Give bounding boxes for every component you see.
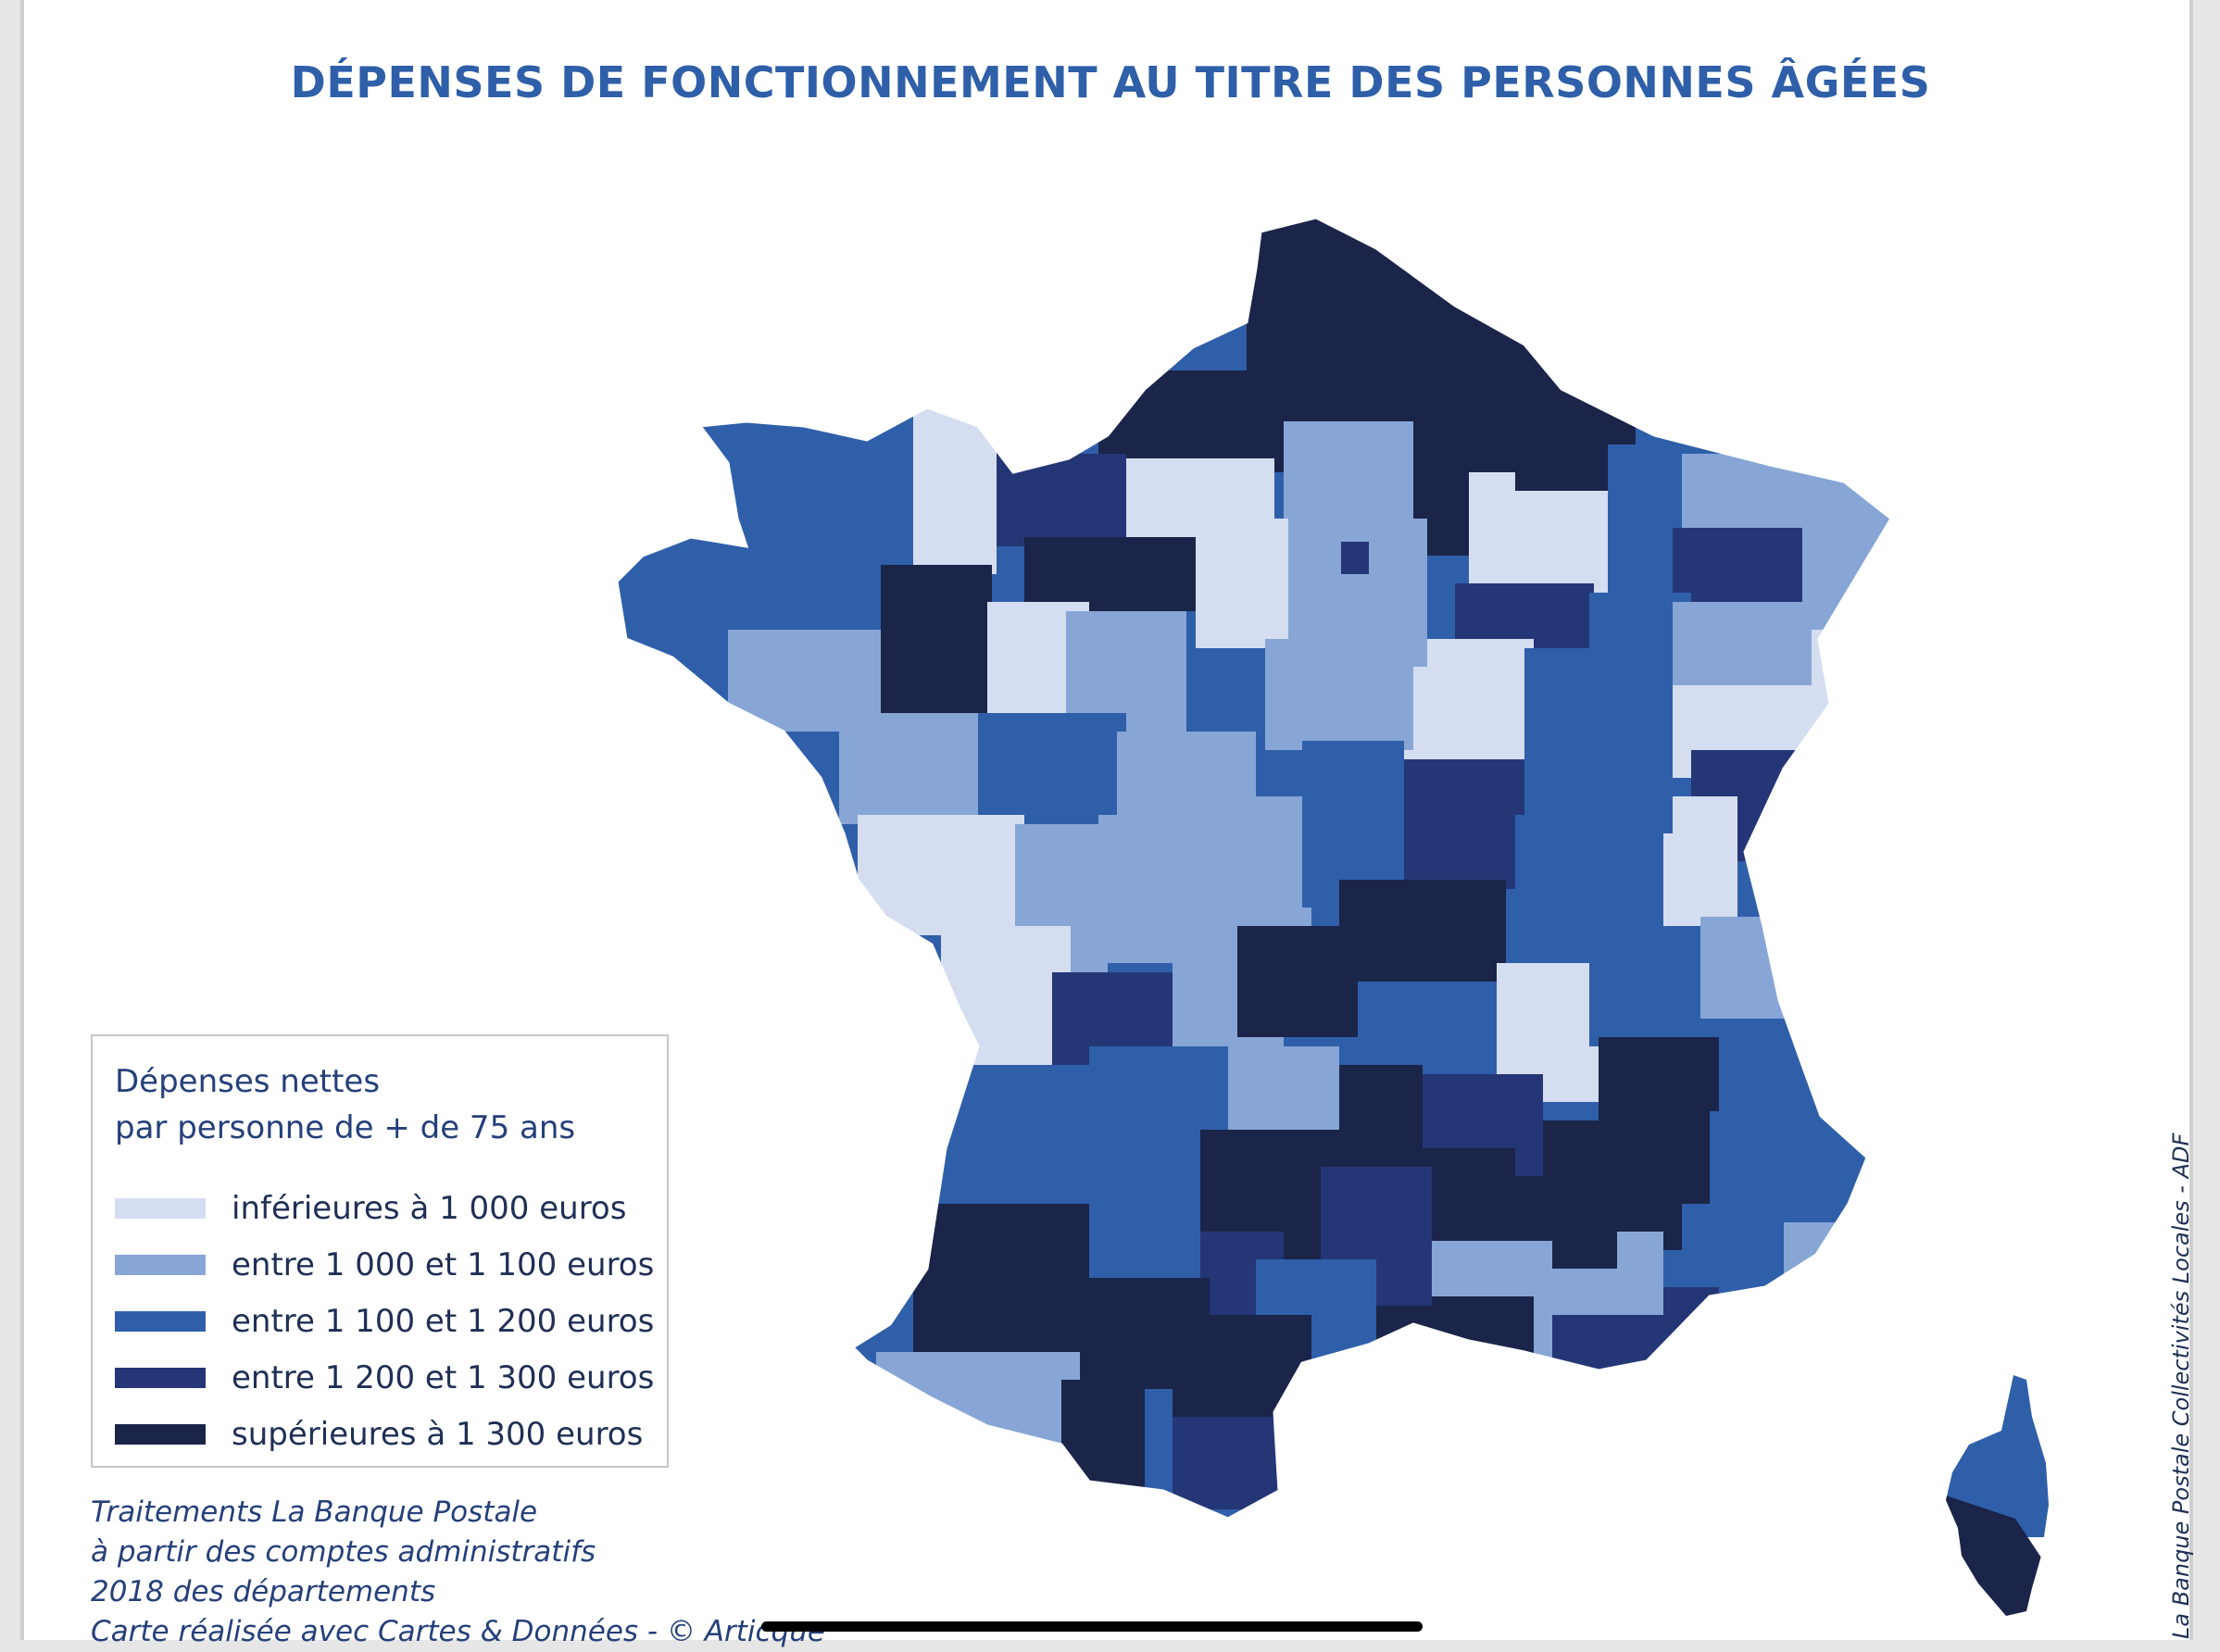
region-hautes-alpes — [1682, 1204, 1793, 1333]
region-calvados — [997, 454, 1126, 546]
legend-label: inférieures à 1 000 euros — [232, 1190, 627, 1227]
region-maine-loire — [978, 713, 1126, 824]
region-lot-garonne — [1071, 1176, 1200, 1296]
source-line: à partir des comptes administratifs — [91, 1535, 596, 1569]
region-marne — [1469, 472, 1608, 602]
legend-swatch — [115, 1255, 206, 1275]
source-line: Traitements La Banque Postale — [91, 1496, 538, 1529]
region-alpes-maritimes — [1784, 1222, 1876, 1343]
legend-swatch — [115, 1368, 206, 1388]
region-pyrenees-orientales — [1284, 1463, 1423, 1519]
region-allier — [1339, 880, 1506, 991]
region-cote-dor — [1524, 648, 1673, 833]
region-indre — [1200, 796, 1311, 926]
legend-title-line2: par personne de + de 75 ans — [115, 1109, 576, 1146]
source-note: Traitements La Banque Postale à partir d… — [91, 1493, 825, 1652]
corsica — [1946, 1375, 2049, 1616]
france-outline — [615, 216, 1893, 1521]
region-eure-loir — [1196, 519, 1298, 648]
map-title: DÉPENSES DE FONCTIONNEMENT AU TITRE DES … — [290, 57, 1931, 107]
region-pyrenees-atlantiques — [876, 1352, 1080, 1509]
region-haut-rhin — [1812, 630, 1891, 769]
source-line: Carte réalisée avec Cartes & Données - ©… — [91, 1615, 825, 1648]
region-loiret — [1265, 639, 1413, 750]
map-card: DÉPENSES DE FONCTIONNEMENT AU TITRE DES … — [20, 0, 2194, 1648]
mainland-france — [617, 218, 1891, 1519]
region-aude — [1293, 1380, 1432, 1472]
region-vendee — [858, 815, 1024, 935]
legend-swatch — [115, 1311, 206, 1332]
france-map — [615, 216, 2049, 1616]
region-cotentin — [913, 407, 997, 574]
legend-swatch — [115, 1424, 206, 1445]
source-line: 2018 des départements — [91, 1575, 436, 1608]
legend-label: entre 1 200 et 1 300 euros — [232, 1359, 655, 1396]
legend-label: entre 1 100 et 1 200 euros — [232, 1303, 655, 1340]
map-legend: Dépenses nettes par personne de + de 75 … — [91, 1034, 669, 1468]
region-orne — [1024, 537, 1200, 611]
region-meuse — [1608, 444, 1682, 602]
region-paris — [1341, 542, 1369, 574]
region-picardie-south — [1284, 421, 1423, 523]
region-correze — [1219, 1046, 1339, 1130]
region-var — [1691, 1315, 1830, 1417]
region-haute-savoie — [1700, 917, 1821, 1028]
region-nievre — [1404, 759, 1524, 889]
home-indicator[interactable] — [761, 1621, 1423, 1632]
legend-swatch — [115, 1198, 206, 1219]
region-hautes-pyrenees — [1061, 1380, 1145, 1509]
region-loire-atlantique — [839, 713, 987, 824]
legend-label: supérieures à 1 300 euros — [232, 1416, 644, 1453]
legend-label: entre 1 000 et 1 100 euros — [232, 1246, 655, 1283]
region-sarthe — [1066, 611, 1186, 732]
region-ariege — [1173, 1417, 1311, 1509]
side-credit: La Banque Postale Collectivités Locales … — [2168, 1133, 2194, 1639]
legend-title-line1: Dépenses nettes — [115, 1063, 381, 1100]
legend-title: Dépenses nettes par personne de + de 75 … — [115, 1058, 575, 1151]
region-ille-vilaine — [881, 565, 992, 722]
